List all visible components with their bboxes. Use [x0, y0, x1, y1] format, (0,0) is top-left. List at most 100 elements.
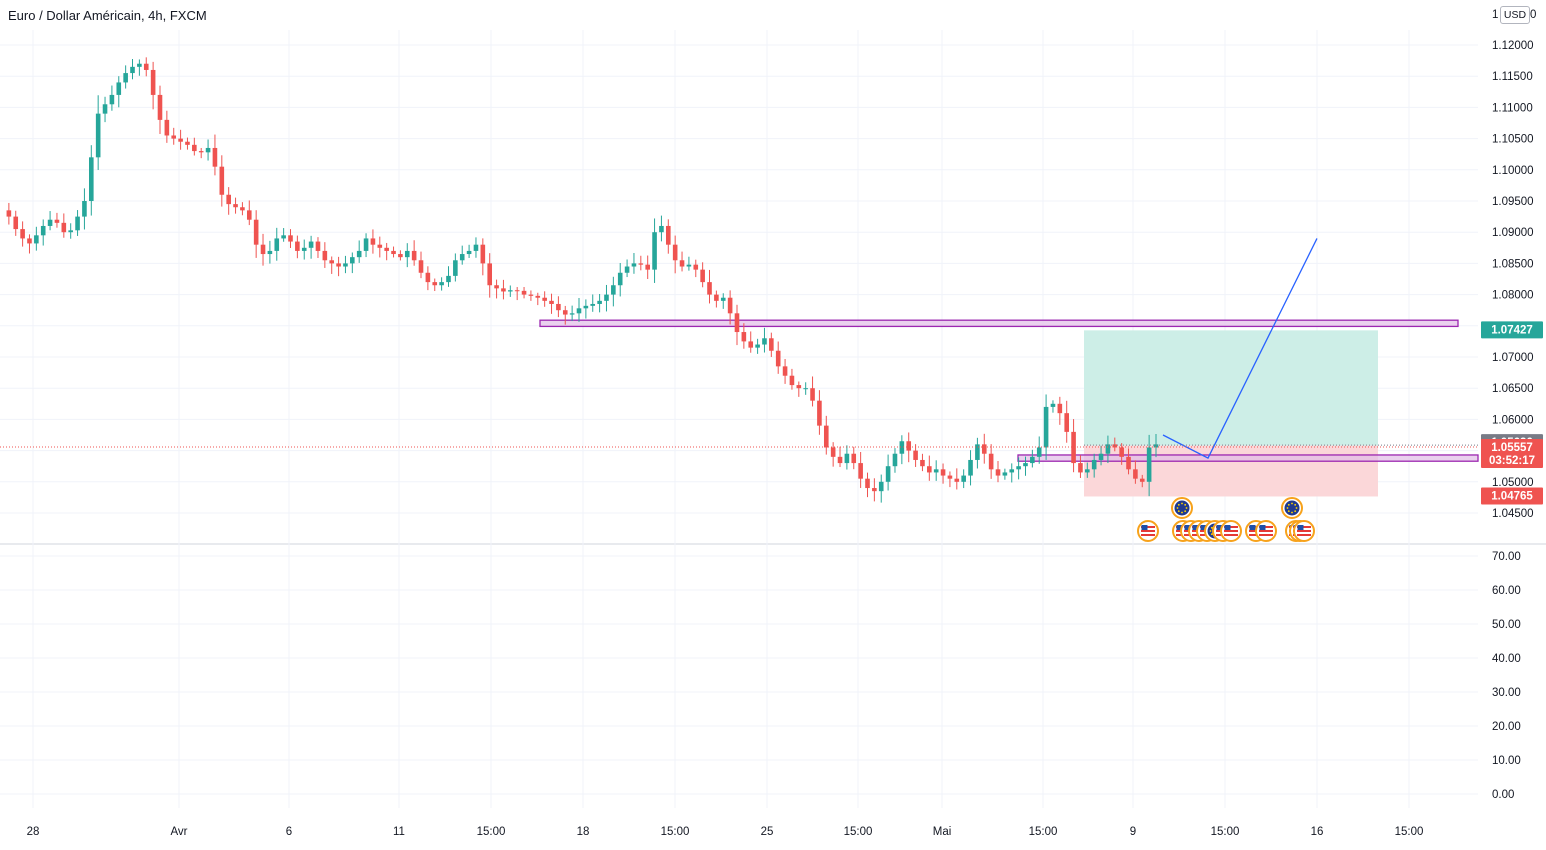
candle-body	[1112, 444, 1118, 448]
event-marker-us-stripe	[1297, 534, 1311, 536]
event-marker-eu-star	[1176, 507, 1179, 509]
time-tick-label: 16	[1311, 826, 1324, 838]
candle-body	[782, 366, 788, 376]
drawing-layer[interactable]	[539, 319, 1479, 497]
currency-badge[interactable]: USD	[1500, 6, 1530, 24]
event-marker-us-canton	[1192, 525, 1199, 530]
long-position-target-zone	[1084, 330, 1378, 446]
candle-body	[521, 290, 527, 295]
candle-body	[1091, 459, 1097, 470]
candle-body	[590, 303, 596, 306]
candle-body	[981, 444, 987, 454]
event-marker-eu-star	[1185, 507, 1188, 509]
event-marker-us-stripe	[1259, 530, 1273, 532]
candle-body	[988, 453, 994, 470]
candle-body	[1023, 463, 1028, 467]
price-tick-label-top-end: 0	[1530, 9, 1536, 21]
candle-body	[1153, 444, 1159, 448]
event-marker-eu-star	[1184, 503, 1187, 506]
event-marker-eu-star	[1295, 507, 1298, 509]
candle-body	[212, 147, 218, 167]
candle-body	[75, 216, 80, 231]
time-axis[interactable]: 28 Avr 6 11 15:00 18 15:00 25 15:00 Mai 15:00 9 15:0…	[27, 826, 1424, 838]
candle-body	[549, 300, 554, 304]
candle-body	[562, 310, 568, 315]
candle-body	[418, 260, 424, 273]
candle-body	[569, 313, 575, 315]
event-marker-eu-star	[1286, 507, 1289, 509]
candle-body	[762, 338, 767, 345]
candle-body	[1016, 466, 1021, 470]
price-tick-label: 1.07000	[1492, 352, 1534, 364]
event-marker-eu-star	[1177, 510, 1180, 513]
current-price-label-text: 03:52:17	[1489, 455, 1535, 467]
candle-body	[1119, 447, 1124, 457]
candle-body	[892, 453, 898, 467]
candle-body	[872, 488, 877, 492]
target-price-label-bg	[1481, 321, 1543, 339]
candle-body	[1133, 469, 1138, 479]
symbol-title[interactable]: Euro / Dollar Américain, 4h, FXCM	[8, 8, 207, 23]
event-marker-us-stripe	[1224, 530, 1238, 532]
candle-body	[1098, 453, 1104, 460]
candle-body	[1057, 403, 1063, 414]
candle-body	[865, 478, 870, 489]
candle-body	[88, 157, 94, 201]
candle-body	[624, 266, 630, 273]
price-tick-label-top: 1	[1492, 9, 1498, 21]
candle-body	[274, 238, 280, 251]
candle-body	[253, 219, 259, 245]
candle-body	[1030, 456, 1035, 464]
candle-body	[439, 282, 444, 286]
event-marker-eu-star	[1287, 503, 1290, 506]
candle-body	[398, 254, 403, 258]
candle-body	[611, 285, 616, 295]
candle-body	[508, 290, 513, 292]
candle-body	[480, 244, 486, 264]
candle-body	[453, 260, 458, 276]
candle-body	[446, 275, 451, 283]
candle-body	[260, 244, 266, 255]
event-marker-eu-star	[1291, 511, 1293, 514]
candle-body	[384, 247, 389, 251]
event-marker-us-stripe	[1224, 526, 1238, 528]
event-marker-us	[1293, 520, 1315, 542]
candle-body	[789, 375, 795, 386]
price-tick-label: 1.08500	[1492, 258, 1534, 270]
candle-body	[240, 207, 245, 211]
oscillator-axis[interactable]: 0.00 10.00 20.00 30.00 40.00 50.00 60.00 70.00	[1492, 551, 1521, 801]
oscillator-tick-label: 0.00	[1492, 789, 1514, 801]
candle-body	[878, 481, 884, 492]
event-marker-eu-star	[1294, 510, 1297, 513]
candle-body	[535, 295, 541, 298]
candle-body	[672, 244, 678, 261]
candle-body	[102, 104, 108, 114]
event-marker-eu-star	[1181, 502, 1183, 505]
candle-body	[885, 466, 891, 482]
event-marker-us-stripe	[1141, 534, 1155, 536]
event-marker-eu-star	[1209, 530, 1212, 532]
candle-body	[322, 250, 328, 261]
candle-body	[295, 241, 300, 251]
candle-body	[281, 235, 286, 239]
candle-body	[109, 94, 115, 105]
candle-body	[830, 447, 836, 457]
event-markers[interactable]	[1137, 497, 1315, 542]
candle-body	[95, 113, 101, 158]
candle-body	[1105, 444, 1111, 454]
candle-body	[837, 456, 843, 464]
oscillator-tick-label: 70.00	[1492, 551, 1521, 563]
candle-body	[638, 263, 644, 265]
candle-body	[34, 235, 39, 244]
candle-body	[157, 94, 163, 120]
candle-body	[198, 151, 204, 153]
candle-body	[82, 201, 87, 217]
time-tick-label: 15:00	[844, 826, 873, 838]
candle-body	[775, 350, 781, 367]
candle-body	[665, 225, 671, 245]
long-position-stop-zone	[1084, 445, 1378, 497]
price-tick-label: 1.06000	[1492, 414, 1534, 426]
target-price-label-text: 1.07427	[1491, 324, 1533, 336]
